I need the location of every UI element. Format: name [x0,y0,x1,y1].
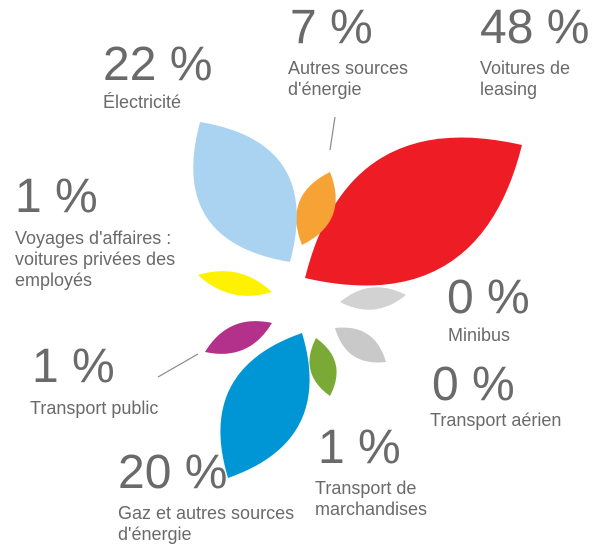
value-label: 1 % [32,340,115,393]
petal [309,338,337,396]
petal [296,172,336,245]
value-label: 1 % [318,421,401,474]
value-label: 7 % [290,1,373,54]
petal [335,327,386,363]
leader-line [157,353,199,378]
category-label: Gaz et autres sources d'énergie [118,503,295,544]
category-label: Électricité [103,92,182,112]
petal [305,137,522,286]
category-label: Voitures de leasing [480,58,571,99]
category-label: Transport de marchandises [315,478,428,519]
petal [198,271,272,296]
category-label: Autres sources d'énergie [288,58,409,99]
category-label: Transport aérien [430,410,562,430]
value-label: 48 % [480,1,590,54]
value-label: 1 % [15,170,98,223]
category-label: Transport public [30,398,159,418]
petal [220,333,310,478]
value-label: 22 % [103,38,213,91]
category-label: Minibus [448,325,511,345]
category-label: Voyages d'affaires : voitures privées de… [15,228,176,290]
petal [205,321,272,354]
value-label: 0 % [447,271,530,324]
value-label: 0 % [432,358,515,411]
leader-line [329,116,336,151]
value-label: 20 % [118,446,228,499]
petal [340,287,406,310]
petal [193,122,297,262]
